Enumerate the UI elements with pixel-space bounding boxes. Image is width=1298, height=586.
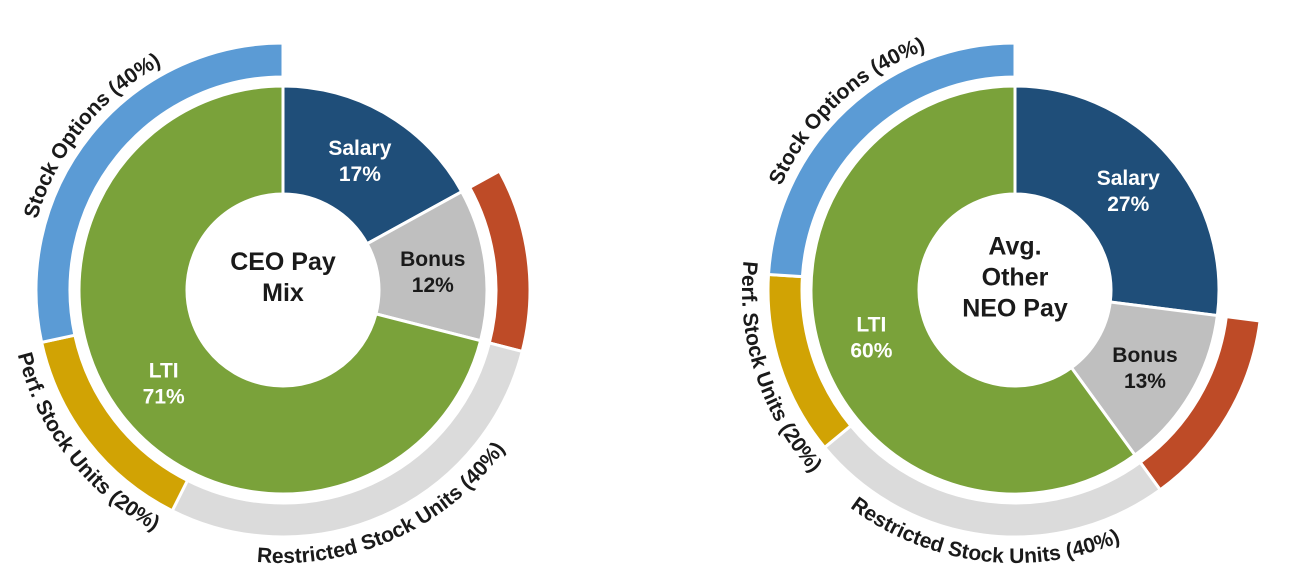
chart-title-ceo-pay-mix: CEO Pay Mix bbox=[230, 248, 336, 307]
chart-title-avg-other-neo-pay: Avg. Other NEO Pay bbox=[962, 232, 1068, 323]
slice-label-bonus: Bonus 13% bbox=[1112, 344, 1177, 393]
outer-arc-stock-options-40 bbox=[34, 41, 285, 345]
slice-salary bbox=[281, 84, 464, 246]
avg-other-neo-pay-donut-svg: Salary 27%Bonus 13%LTI 60%Restricted Stock … bbox=[737, 33, 1262, 568]
slice-label-bonus: Bonus 12% bbox=[400, 248, 465, 297]
outer-arc-stock-options-40 bbox=[766, 41, 1017, 279]
avg-other-neo-pay-chart: Salary 27% Bonus 13% LTI 60% Restricted Stock … bbox=[715, 0, 1298, 586]
ceo-pay-mix-donut-svg: Salary 17%Bonus 12%LTI 71%Restricted Stock … bbox=[13, 41, 532, 568]
slice-lti bbox=[809, 84, 1138, 496]
slice-salary bbox=[1013, 84, 1221, 318]
slice-label-salary: Salary 17% bbox=[328, 137, 391, 186]
slice-label-salary: Salary 27% bbox=[1097, 167, 1160, 216]
ceo-pay-mix-chart: Salary 17% Bonus 12% LTI 71% Restricted Stock … bbox=[0, 0, 583, 586]
slice-lti bbox=[77, 84, 483, 496]
slice-label-lti: LTI 60% bbox=[850, 314, 892, 363]
slice-label-lti: LTI 71% bbox=[143, 360, 185, 409]
